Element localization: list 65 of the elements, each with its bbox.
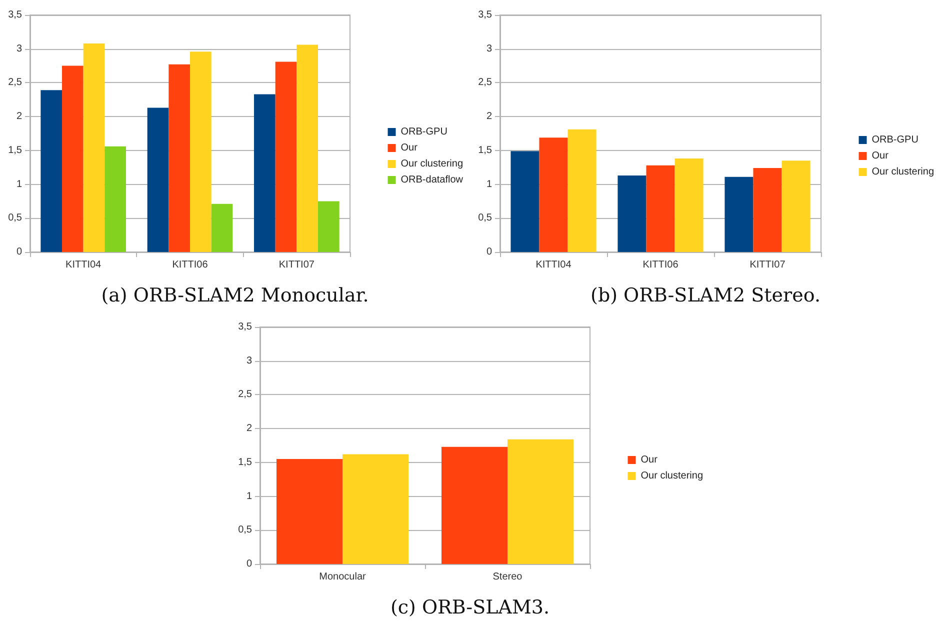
y-tick-label: 1 xyxy=(246,490,252,502)
bar xyxy=(275,62,297,252)
y-tick-label: 0 xyxy=(246,558,252,570)
y-tick-label: 3,5 xyxy=(8,10,22,20)
x-tick-label: Monocular xyxy=(319,572,367,582)
y-tick-label: 0 xyxy=(486,246,492,258)
bar xyxy=(147,108,169,252)
y-tick-label: 3 xyxy=(246,355,252,366)
y-tick-label: 1,5 xyxy=(8,144,22,156)
text: (c) ORB-SLAM3. xyxy=(390,596,550,618)
y-tick-label: 0,5 xyxy=(478,212,492,224)
bar xyxy=(618,175,646,252)
y-tick-label: 2 xyxy=(16,111,22,122)
legend-label: ORB-GPU xyxy=(400,126,448,138)
bar xyxy=(646,165,675,252)
y-tick-label: 3,5 xyxy=(238,322,252,332)
bar xyxy=(40,90,62,252)
text: (b) ORB-SLAM2 Stereo. xyxy=(590,284,820,306)
y-tick-label: 1,5 xyxy=(478,144,492,156)
y-tick-label: 3,5 xyxy=(478,10,492,20)
y-tick-label: 1,5 xyxy=(238,456,252,468)
y-tick-label: 2 xyxy=(486,111,492,122)
bar xyxy=(254,94,276,252)
x-tick-label: KITTI04 xyxy=(536,260,572,270)
bar xyxy=(83,43,105,252)
y-tick-label: 1 xyxy=(486,178,492,190)
x-tick-label: Stereo xyxy=(492,572,523,582)
legend-label: Our xyxy=(640,454,658,466)
bar xyxy=(568,129,596,252)
legend-label: Our xyxy=(400,142,418,154)
bar xyxy=(168,64,190,252)
x-tick-label: KITTI04 xyxy=(66,260,102,270)
y-tick-label: 3 xyxy=(16,43,22,54)
y-tick-label: 0 xyxy=(16,246,22,258)
bar xyxy=(62,66,84,252)
y-tick-label: 2 xyxy=(246,423,252,434)
bar xyxy=(510,151,540,252)
legend-label: Our xyxy=(872,150,890,162)
x-tick-label: KITTI07 xyxy=(278,260,315,270)
legend-label: Our clustering xyxy=(640,470,704,482)
bar xyxy=(190,52,212,252)
y-tick-label: 3 xyxy=(486,43,492,54)
y-tick-label: 2,5 xyxy=(238,389,252,400)
legend-label: Our clustering xyxy=(400,158,464,170)
bar xyxy=(753,168,782,252)
bar xyxy=(724,176,754,252)
y-tick-label: 2,5 xyxy=(8,77,22,88)
bar xyxy=(296,44,318,252)
legend-label: ORB-GPU xyxy=(872,134,918,146)
bar xyxy=(674,158,704,252)
text: (a) ORB-SLAM2 Monocular. xyxy=(101,284,369,306)
y-tick-label: 0,5 xyxy=(238,524,252,536)
bar xyxy=(782,160,810,252)
bar xyxy=(318,201,340,252)
y-tick-label: 2,5 xyxy=(478,77,492,88)
bar xyxy=(104,146,126,252)
bar xyxy=(211,204,233,252)
y-tick-label: 1 xyxy=(16,178,22,190)
x-tick-label: KITTI06 xyxy=(642,260,679,270)
y-tick-label: 0,5 xyxy=(8,212,22,224)
legend-label: ORB-dataflow xyxy=(400,174,464,186)
legend-label: Our clustering xyxy=(872,166,934,178)
bar xyxy=(539,138,568,252)
x-tick-label: KITTI07 xyxy=(750,260,786,270)
x-tick-label: KITTI06 xyxy=(172,260,208,270)
